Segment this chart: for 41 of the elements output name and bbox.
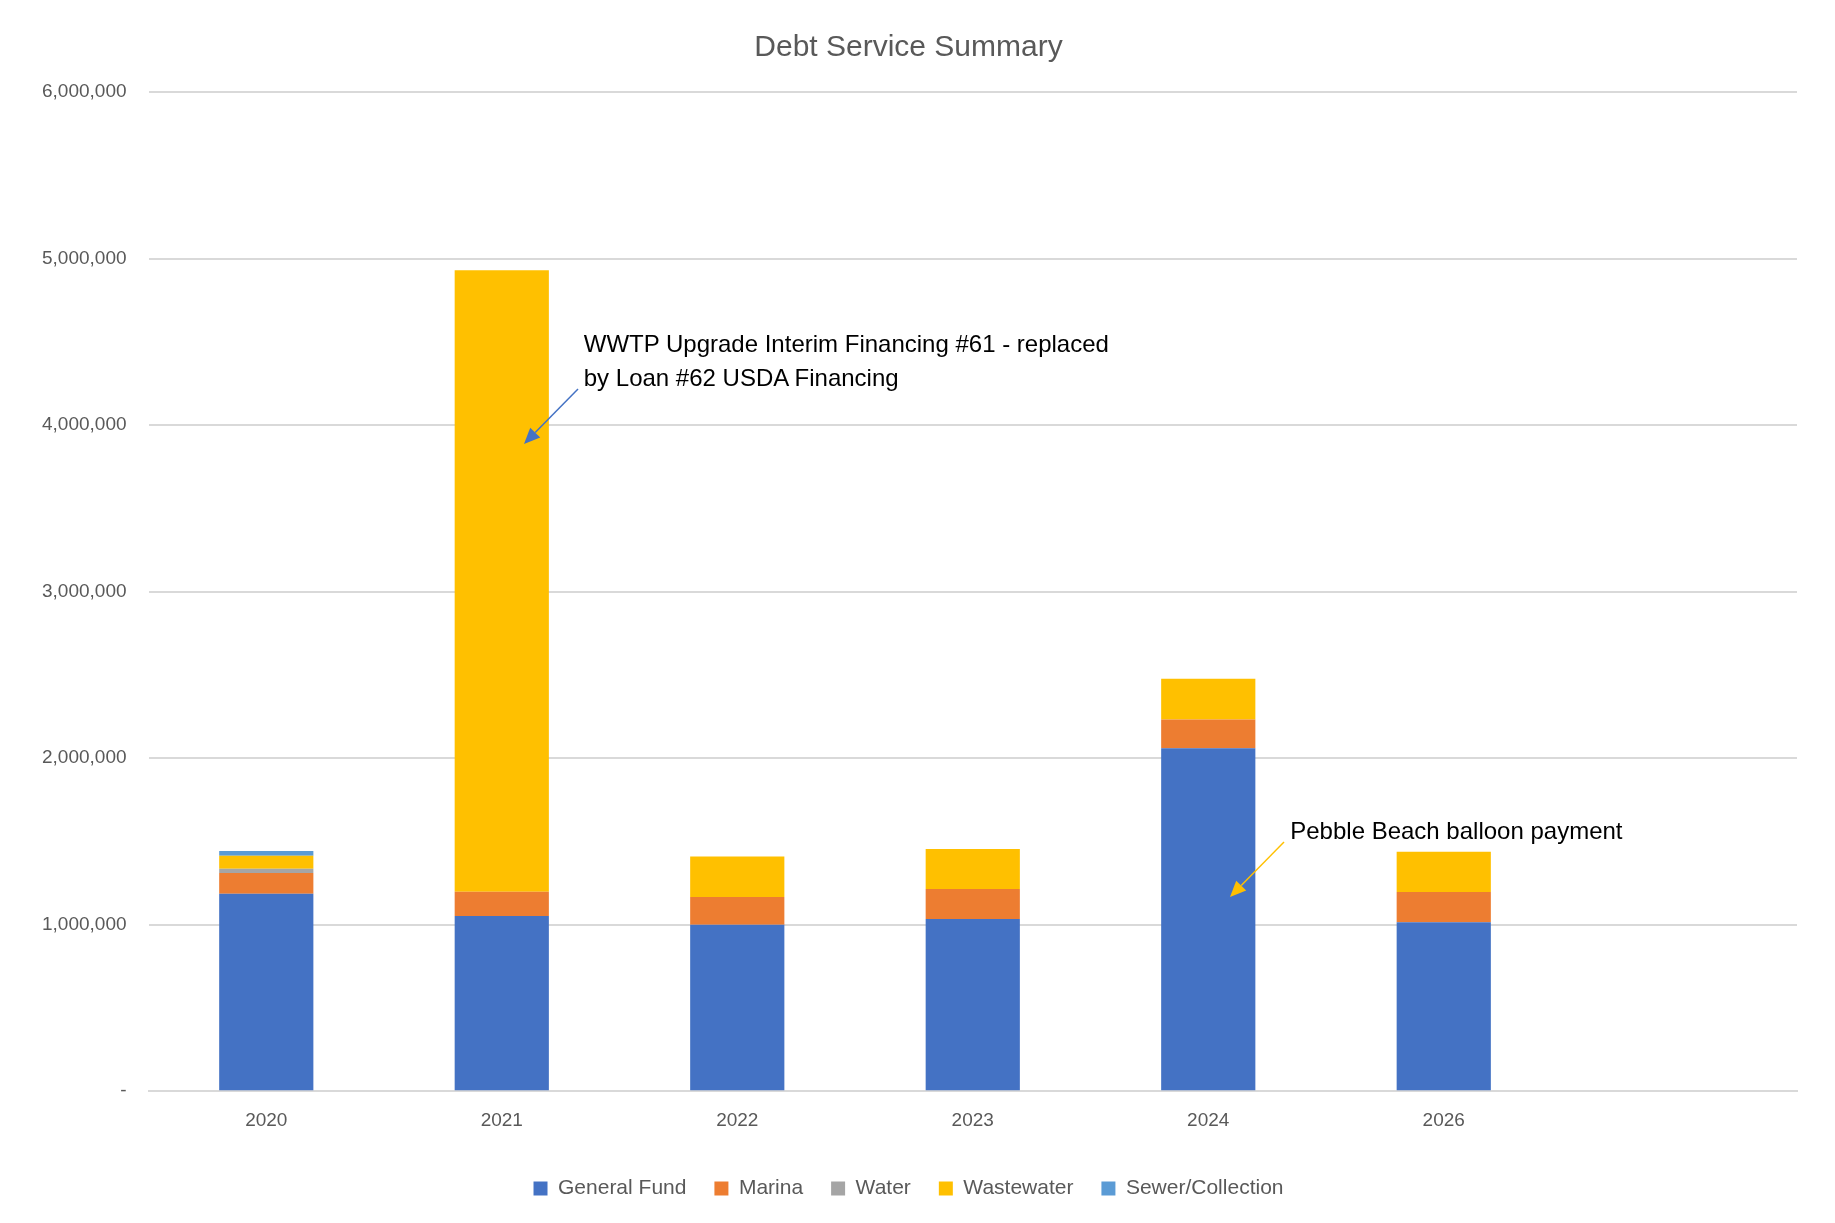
bar [219,868,314,874]
bar [690,924,785,1091]
x-tick-label: 2020 [245,1108,288,1130]
bar [1396,851,1491,893]
x-tick-label: 2022 [716,1108,759,1130]
legend-label: Wastewater [963,1175,1074,1199]
legend-label: Sewer/Collection [1125,1175,1284,1199]
bar [925,919,1020,1091]
legend-label: Marina [738,1175,804,1199]
bar [219,873,314,894]
y-tick-label: 6,000,000 [41,80,127,102]
y-tick-label: 1,000,000 [41,912,127,934]
bar [925,848,1020,890]
x-tick-label: 2024 [1187,1108,1230,1130]
bar [454,270,549,892]
bar [1161,748,1256,1091]
y-tick-label: 5,000,000 [41,246,127,268]
bar [1396,892,1491,923]
y-tick-label: 4,000,000 [41,413,127,435]
bar [219,855,314,869]
annotation: WWTP Upgrade Interim Financing #61 - replaced by Loan #62 USDA Financing [583,328,1110,393]
bar [454,891,549,917]
chart-title: Debt Service Summary [754,29,1063,63]
bar [925,889,1020,920]
x-tick-label: 2021 [480,1108,523,1130]
bar [1161,719,1256,749]
bar [1396,922,1491,1091]
bar [454,916,549,1091]
y-tick-label: 3,000,000 [41,579,127,601]
y-tick-label: 2,000,000 [41,746,127,768]
y-tick-label: - [120,1079,127,1101]
legend-label: Water [855,1175,911,1199]
x-tick-label: 2023 [951,1108,994,1130]
bar [690,897,785,925]
bar [1161,678,1256,720]
bar [219,851,314,856]
x-tick-label: 2026 [1422,1108,1465,1130]
legend-label: General Fund [558,1175,687,1199]
bar [690,856,785,898]
bar [219,893,314,1091]
annotation: Pebble Beach balloon payment [1290,816,1624,847]
